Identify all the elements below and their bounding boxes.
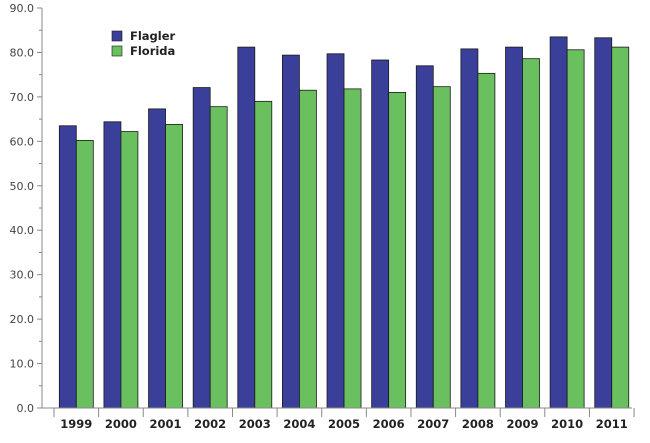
- bar-flagler-2003: [237, 46, 256, 409]
- x-tick-label-2002: 2002: [194, 417, 226, 431]
- bar-florida-2000: [120, 131, 139, 409]
- bar-flagler-2004: [282, 54, 300, 409]
- x-tick-label-2005: 2005: [328, 417, 360, 431]
- y-tick-label: 20.0: [10, 313, 35, 326]
- y-tick-label: 40.0: [10, 224, 35, 237]
- x-tick-label-1999: 1999: [60, 417, 92, 431]
- bar-flagler-2007: [415, 65, 434, 409]
- legend-swatch-flagler: [111, 30, 123, 42]
- bar-flagler-2005: [326, 53, 345, 409]
- bar-florida-2007: [432, 86, 451, 409]
- x-tick-label-2001: 2001: [150, 417, 182, 431]
- x-tick-label-2011: 2011: [596, 417, 628, 431]
- bar-florida-2006: [388, 92, 407, 409]
- bar-florida-2011: [611, 46, 630, 409]
- bar-flagler-2000: [103, 121, 122, 409]
- bar-flagler-1999: [58, 125, 77, 409]
- ticks-layer: 0.0 10.0 20.0 30.0 40.0 50.0 60.0 70.0 80.0 90.0 1…: [10, 2, 635, 431]
- legend-label-florida: Florida: [130, 44, 175, 58]
- bar-florida-2009: [522, 58, 540, 409]
- y-tick-label: 30.0: [10, 269, 35, 282]
- bar-flagler-2002: [192, 87, 211, 409]
- x-tick-label-2003: 2003: [239, 417, 271, 431]
- x-tick-label-2000: 2000: [105, 417, 137, 431]
- bar-florida-2003: [254, 100, 273, 409]
- bar-florida-2008: [477, 72, 496, 409]
- x-tick-label-2006: 2006: [373, 417, 405, 431]
- bar-florida-2002: [209, 106, 228, 409]
- bar-flagler-2001: [148, 108, 166, 409]
- legend-swatch-florida: [111, 45, 123, 57]
- legend-label-flagler: Flagler: [130, 29, 176, 43]
- y-tick-label: 10.0: [10, 358, 35, 371]
- x-tick-label-2007: 2007: [417, 417, 449, 431]
- bar-florida-2001: [165, 124, 183, 409]
- bar-florida-2010: [566, 49, 585, 409]
- y-tick-label: 70.0: [10, 91, 35, 104]
- y-tick-label: 80.0: [10, 46, 35, 59]
- bar-flagler-2006: [371, 59, 390, 409]
- x-tick-label-2010: 2010: [551, 417, 583, 431]
- bars-layer: [58, 36, 630, 409]
- x-tick-label-2008: 2008: [462, 417, 494, 431]
- bar-flagler-2011: [594, 37, 613, 409]
- bar-florida-2005: [343, 88, 362, 409]
- bar-flagler-2010: [549, 36, 568, 409]
- y-tick-label: 90.0: [10, 2, 35, 15]
- bar-florida-1999: [75, 140, 94, 409]
- y-tick-label: 60.0: [10, 135, 35, 148]
- bar-florida-2004: [299, 89, 317, 409]
- bar-flagler-2008: [460, 48, 479, 409]
- legend: Flagler Florida: [111, 29, 176, 58]
- x-tick-label-2004: 2004: [283, 417, 315, 431]
- y-tick-label: 0.0: [17, 402, 35, 415]
- y-tick-label: 50.0: [10, 180, 35, 193]
- bar-flagler-2009: [505, 46, 523, 409]
- x-tick-label-2009: 2009: [507, 417, 539, 431]
